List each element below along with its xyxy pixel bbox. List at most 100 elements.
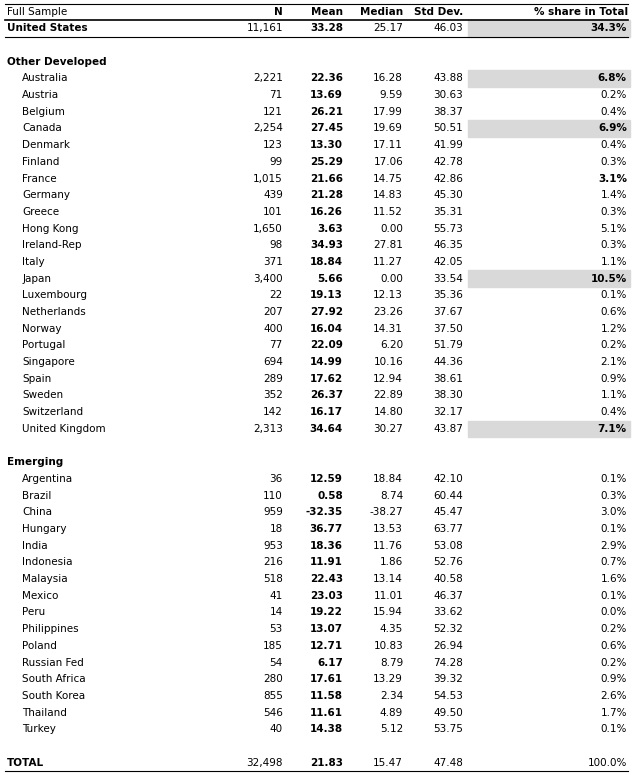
Text: 0.3%: 0.3% — [601, 240, 627, 250]
Text: 42.86: 42.86 — [434, 174, 463, 184]
Text: Thailand: Thailand — [22, 708, 67, 718]
Text: Austria: Austria — [22, 90, 60, 100]
Text: -32.35: -32.35 — [306, 508, 343, 518]
Text: 546: 546 — [263, 708, 283, 718]
Text: 22.43: 22.43 — [310, 574, 343, 584]
Text: China: China — [22, 508, 52, 518]
Text: 52.76: 52.76 — [434, 557, 463, 567]
Text: 439: 439 — [263, 190, 283, 200]
Text: Ireland-Rep: Ireland-Rep — [22, 240, 82, 250]
Text: 216: 216 — [263, 557, 283, 567]
Text: 14.38: 14.38 — [310, 725, 343, 734]
Text: 15.94: 15.94 — [373, 608, 403, 618]
Text: 53: 53 — [270, 624, 283, 634]
Text: 42.05: 42.05 — [434, 257, 463, 267]
Text: 100.0%: 100.0% — [587, 758, 627, 768]
Text: 21.28: 21.28 — [310, 190, 343, 200]
Text: 1.1%: 1.1% — [600, 391, 627, 401]
Text: 14.83: 14.83 — [373, 190, 403, 200]
Text: 38.37: 38.37 — [434, 107, 463, 117]
Text: 0.3%: 0.3% — [601, 207, 627, 217]
Text: 11.76: 11.76 — [373, 541, 403, 551]
Bar — [468, 70, 630, 87]
Text: 400: 400 — [263, 324, 283, 334]
Text: United States: United States — [7, 23, 88, 33]
Text: 16.28: 16.28 — [373, 74, 403, 84]
Text: 21.83: 21.83 — [310, 758, 343, 768]
Text: 1.4%: 1.4% — [600, 190, 627, 200]
Text: 77: 77 — [270, 340, 283, 350]
Text: 11.52: 11.52 — [373, 207, 403, 217]
Text: TOTAL: TOTAL — [7, 758, 44, 768]
Bar — [468, 270, 630, 287]
Text: Emerging: Emerging — [7, 457, 63, 467]
Text: 0.58: 0.58 — [317, 491, 343, 501]
Text: Malaysia: Malaysia — [22, 574, 68, 584]
Text: 54.53: 54.53 — [434, 691, 463, 701]
Text: 123: 123 — [263, 140, 283, 150]
Text: 6.17: 6.17 — [317, 657, 343, 667]
Text: Switzerland: Switzerland — [22, 407, 83, 417]
Text: 45.47: 45.47 — [434, 508, 463, 518]
Text: Std Dev.: Std Dev. — [414, 7, 463, 17]
Text: 0.9%: 0.9% — [601, 674, 627, 684]
Text: 101: 101 — [263, 207, 283, 217]
Text: 26.21: 26.21 — [310, 107, 343, 117]
Bar — [468, 120, 630, 137]
Text: % share in Total: % share in Total — [534, 7, 628, 17]
Text: 289: 289 — [263, 374, 283, 384]
Text: 35.36: 35.36 — [434, 291, 463, 301]
Text: 13.29: 13.29 — [373, 674, 403, 684]
Bar — [468, 421, 630, 437]
Text: 142: 142 — [263, 407, 283, 417]
Text: Greece: Greece — [22, 207, 60, 217]
Text: 46.37: 46.37 — [434, 591, 463, 601]
Text: 4.35: 4.35 — [380, 624, 403, 634]
Text: Hungary: Hungary — [22, 524, 66, 534]
Text: Sweden: Sweden — [22, 391, 63, 401]
Text: 11,161: 11,161 — [246, 23, 283, 33]
Text: Canada: Canada — [22, 123, 62, 133]
Text: 18.84: 18.84 — [310, 257, 343, 267]
Text: 17.11: 17.11 — [373, 140, 403, 150]
Text: 10.16: 10.16 — [373, 357, 403, 367]
Text: 1.2%: 1.2% — [600, 324, 627, 334]
Text: 22: 22 — [270, 291, 283, 301]
Text: United Kingdom: United Kingdom — [22, 424, 106, 434]
Text: Belgium: Belgium — [22, 107, 65, 117]
Text: 25.29: 25.29 — [310, 157, 343, 167]
Text: 0.2%: 0.2% — [601, 90, 627, 100]
Text: 352: 352 — [263, 391, 283, 401]
Text: Germany: Germany — [22, 190, 70, 200]
Text: Full Sample: Full Sample — [7, 7, 67, 17]
Text: 0.1%: 0.1% — [601, 291, 627, 301]
Text: 0.1%: 0.1% — [601, 725, 627, 734]
Text: 0.9%: 0.9% — [601, 374, 627, 384]
Text: 1.86: 1.86 — [380, 557, 403, 567]
Text: Finland: Finland — [22, 157, 60, 167]
Text: 6.20: 6.20 — [380, 340, 403, 350]
Text: 52.32: 52.32 — [434, 624, 463, 634]
Text: 2.9%: 2.9% — [600, 541, 627, 551]
Text: 11.91: 11.91 — [310, 557, 343, 567]
Text: N: N — [274, 7, 283, 17]
Text: 11.27: 11.27 — [373, 257, 403, 267]
Text: 13.30: 13.30 — [310, 140, 343, 150]
Text: 1,650: 1,650 — [253, 224, 283, 233]
Text: Denmark: Denmark — [22, 140, 70, 150]
Text: 16.26: 16.26 — [310, 207, 343, 217]
Text: 22.89: 22.89 — [373, 391, 403, 401]
Text: 34.93: 34.93 — [310, 240, 343, 250]
Text: 26.94: 26.94 — [434, 641, 463, 651]
Text: 0.3%: 0.3% — [601, 491, 627, 501]
Text: 0.6%: 0.6% — [601, 307, 627, 317]
Text: 40: 40 — [270, 725, 283, 734]
Text: Norway: Norway — [22, 324, 61, 334]
Text: 0.1%: 0.1% — [601, 524, 627, 534]
Text: 17.62: 17.62 — [310, 374, 343, 384]
Text: 18.84: 18.84 — [373, 474, 403, 484]
Text: 54: 54 — [270, 657, 283, 667]
Text: 0.3%: 0.3% — [601, 157, 627, 167]
Text: 18: 18 — [270, 524, 283, 534]
Text: 12.71: 12.71 — [310, 641, 343, 651]
